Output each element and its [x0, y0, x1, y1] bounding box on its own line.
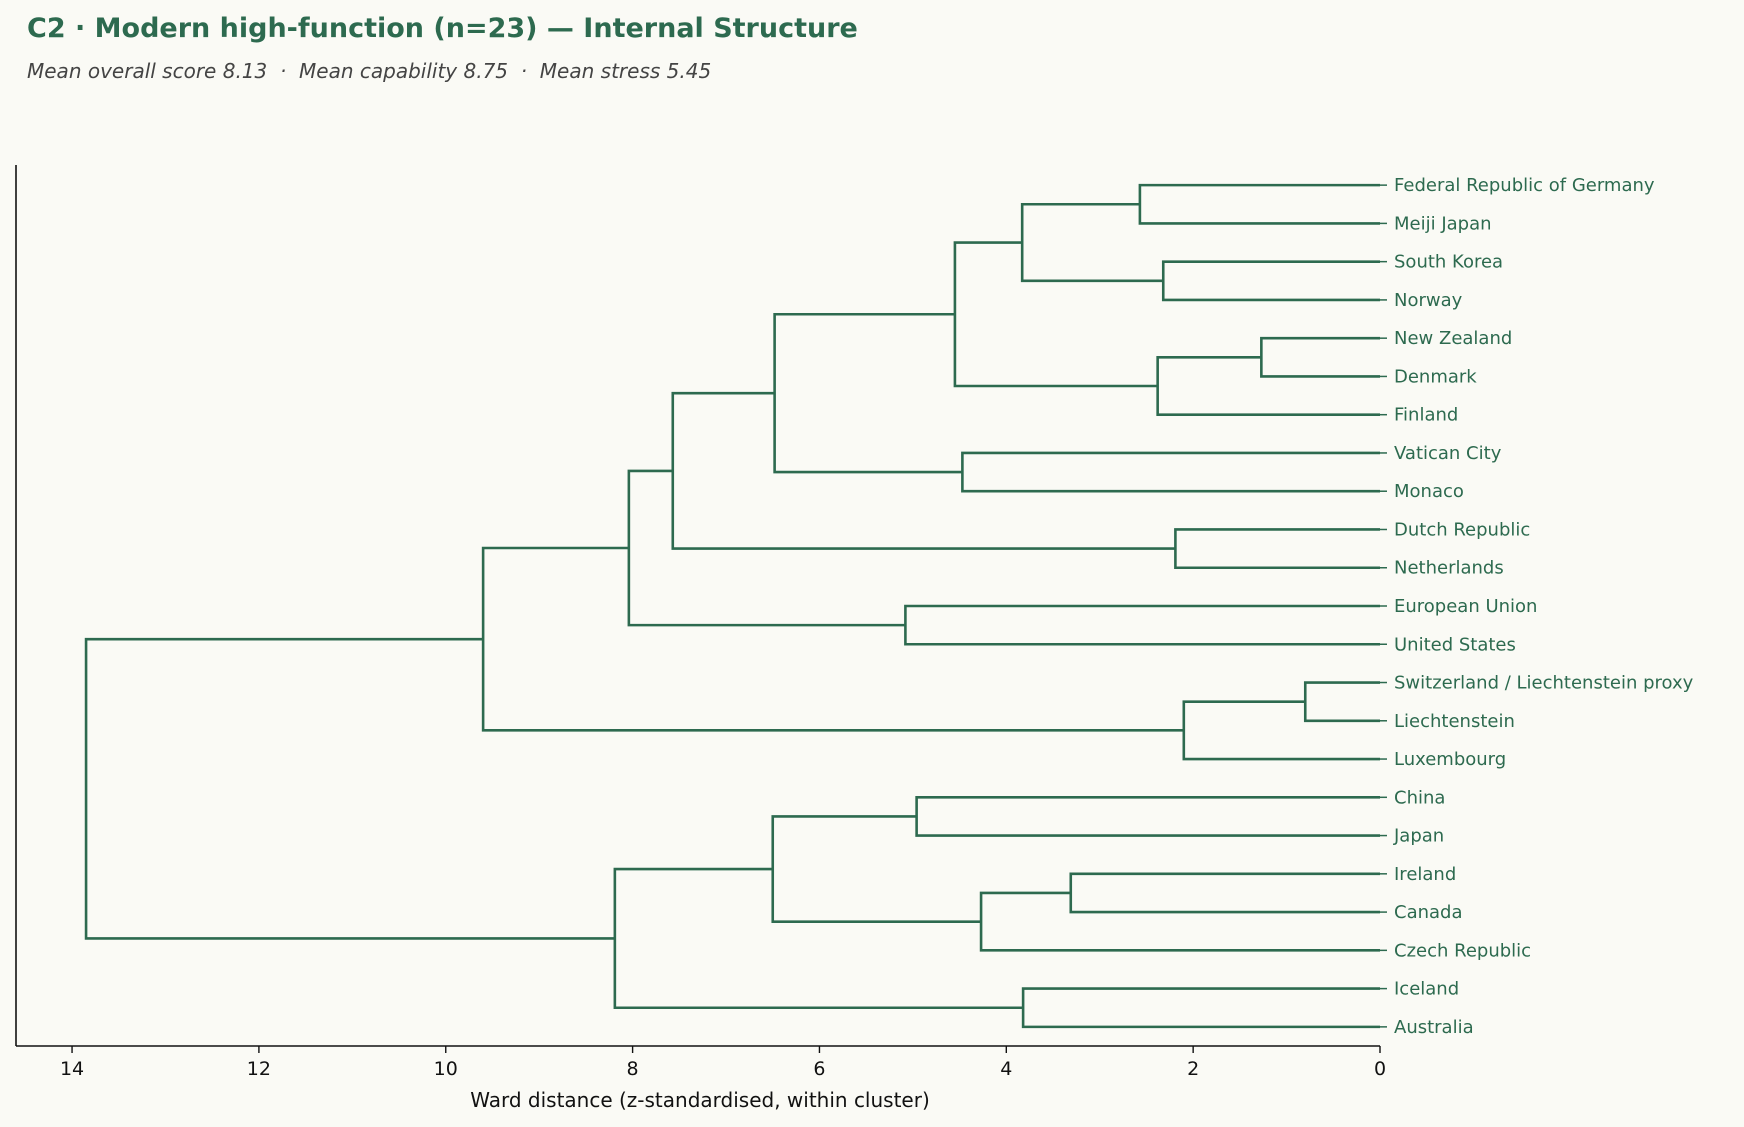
- dendrogram-link: [961, 451, 1380, 493]
- dendrogram-link: [1303, 681, 1380, 723]
- leaf-label: Dutch Republic: [1394, 519, 1530, 540]
- leaf-label: China: [1394, 787, 1445, 808]
- dendrogram-link: [1182, 700, 1380, 761]
- x-axis-ticks: 14 12 10 8 6 4 2 0: [60, 1046, 1386, 1080]
- dendrogram-link: [481, 546, 1184, 732]
- dendrogram-link: [953, 241, 1158, 388]
- dendrogram-links: [84, 183, 1380, 1029]
- leaf-label: Netherlands: [1394, 558, 1504, 579]
- chart-title: C2 · Modern high-function (n=23) — Inter…: [27, 13, 858, 44]
- dendrogram-link: [1069, 872, 1380, 914]
- leaf-label: Federal Republic of Germany: [1394, 175, 1655, 196]
- chart-subtitle: Mean overall score 8.13 · Mean capabilit…: [27, 59, 711, 83]
- leaf-label: Luxembourg: [1394, 749, 1506, 770]
- dendrogram-link: [613, 867, 1024, 1010]
- dendrogram-link: [1156, 356, 1380, 416]
- x-axis-label: Ward distance (z-standardised, within cl…: [470, 1088, 930, 1112]
- dendrogram-link: [915, 796, 1380, 837]
- dendrogram-link: [84, 637, 615, 940]
- leaf-label: Denmark: [1394, 366, 1477, 387]
- x-tick-label: 12: [247, 1058, 271, 1080]
- dendrogram-link: [1021, 987, 1380, 1029]
- leaf-label: Liechtenstein: [1394, 711, 1515, 732]
- x-tick-label: 8: [627, 1058, 639, 1080]
- dendrogram-link: [627, 469, 906, 627]
- leaf-label: European Union: [1394, 596, 1537, 617]
- x-tick-label: 6: [813, 1058, 825, 1080]
- dendrogram-link: [1174, 528, 1380, 570]
- leaf-label: Australia: [1394, 1017, 1474, 1038]
- leaf-label: Finland: [1394, 405, 1458, 426]
- x-tick-label: 14: [60, 1058, 84, 1080]
- dendrogram-link: [773, 312, 963, 474]
- dendrogram-link: [1138, 183, 1380, 225]
- leaf-label: Japan: [1393, 826, 1444, 847]
- leaf-label: Canada: [1394, 902, 1463, 923]
- dendrogram-link: [904, 604, 1380, 646]
- leaf-label: Iceland: [1394, 979, 1459, 1000]
- leaf-label: United States: [1394, 634, 1516, 655]
- leaf-label: Meiji Japan: [1394, 213, 1492, 234]
- leaf-label: New Zealand: [1394, 328, 1512, 349]
- leaf-label: Norway: [1394, 290, 1463, 311]
- dendrogram-link: [1161, 260, 1380, 302]
- x-tick-label: 2: [1187, 1058, 1199, 1080]
- leaf-label: Switzerland / Liechtenstein proxy: [1394, 673, 1694, 694]
- dendrogram-link: [771, 815, 982, 923]
- leaf-label: Vatican City: [1394, 443, 1502, 464]
- dendrogram-link: [979, 891, 1380, 952]
- leaf-label: Ireland: [1394, 864, 1456, 885]
- leaf-labels: Federal Republic of Germany Meiji Japan So…: [1380, 175, 1694, 1038]
- dendrogram-link: [1020, 202, 1164, 283]
- leaf-label: Monaco: [1394, 481, 1464, 502]
- leaf-label: South Korea: [1394, 252, 1503, 273]
- leaf-label: Czech Republic: [1394, 940, 1531, 961]
- x-tick-label: 10: [434, 1058, 458, 1080]
- dendrogram-link: [1260, 336, 1380, 378]
- x-tick-label: 4: [1000, 1058, 1012, 1080]
- x-tick-label: 0: [1374, 1058, 1386, 1080]
